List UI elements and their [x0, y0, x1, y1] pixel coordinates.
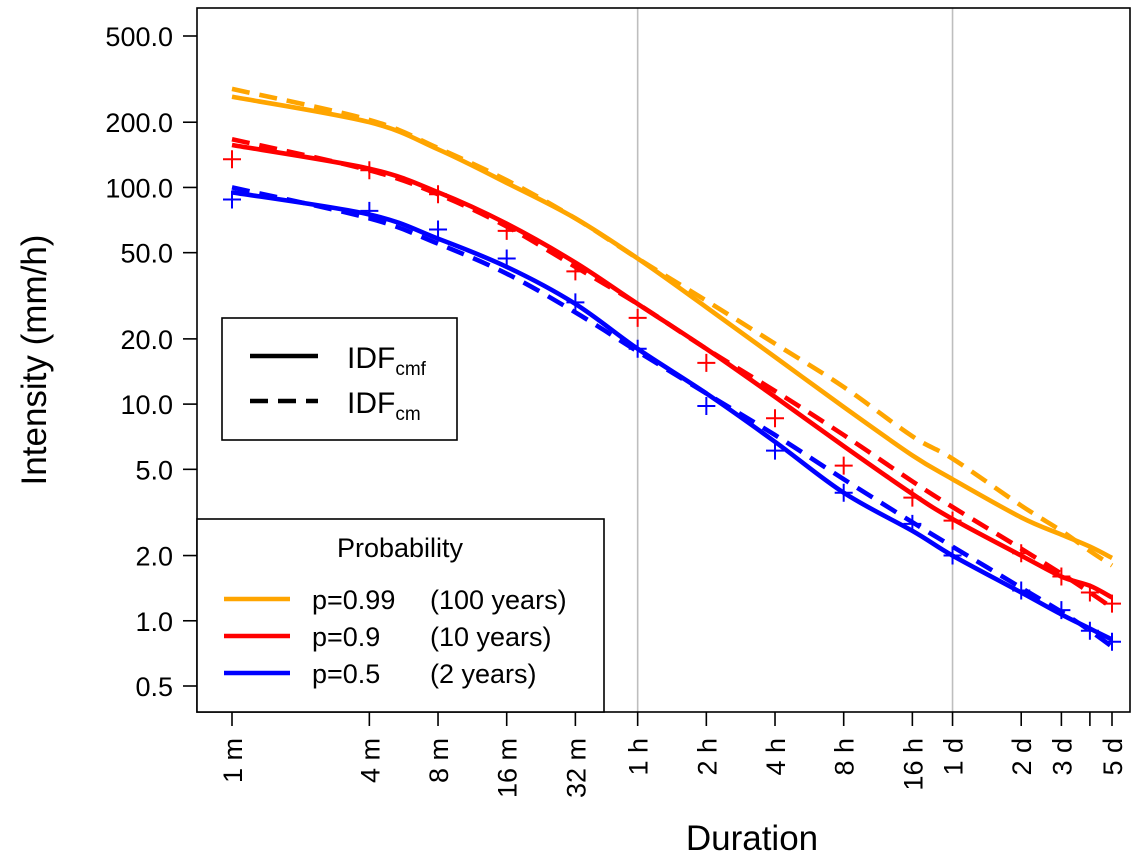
observed-point — [566, 293, 585, 312]
x-tick-label: 32 m — [561, 738, 591, 798]
observed-point — [903, 488, 922, 507]
probability-legend-p: p=0.9 — [312, 622, 380, 652]
probability-legend-years: (10 years) — [430, 622, 552, 652]
probability-legend-years: (2 years) — [430, 659, 537, 689]
y-tick-label: 0.5 — [135, 672, 173, 702]
observed-point — [697, 353, 716, 372]
series-line-p099-solid — [231, 94, 1114, 560]
observed-point — [834, 456, 853, 475]
observed-point — [943, 546, 962, 565]
x-tick-label: 8 m — [424, 738, 454, 783]
observed-point — [697, 397, 716, 416]
x-tick-label: 4 m — [355, 738, 385, 783]
x-tick-label: 5 d — [1098, 738, 1128, 776]
y-tick-label: 10.0 — [120, 390, 173, 420]
x-tick-label: 16 h — [898, 738, 928, 791]
x-tick-label: 1 m — [218, 738, 248, 783]
observed-point — [360, 161, 379, 180]
y-tick-label: 5.0 — [135, 455, 173, 485]
observed-point — [497, 249, 516, 268]
x-tick-label: 1 h — [624, 738, 654, 776]
x-tick-label: 2 d — [1007, 738, 1037, 776]
observed-point — [1012, 544, 1031, 563]
observed-point — [628, 339, 647, 358]
plot-frame — [196, 7, 1131, 713]
y-tick-label: 50.0 — [120, 239, 173, 269]
observed-point — [1052, 567, 1071, 586]
observed-point — [497, 221, 516, 240]
linetype-legend-box — [221, 317, 458, 441]
y-axis-title: Intensity (mm/h) — [15, 235, 54, 486]
observed-point — [1103, 594, 1121, 613]
probability-legend-p: p=0.99 — [312, 585, 395, 615]
x-tick-label: 4 h — [761, 738, 791, 776]
observed-point — [1052, 601, 1071, 620]
observed-point — [766, 409, 785, 428]
observed-point — [1103, 632, 1121, 651]
x-tick-label: 3 d — [1047, 738, 1077, 776]
x-axis: 1 m 4 m 8 m 16 m 32 m 1 h 2 h 4 h 8 h 16 h 1 d 2 d 3… — [218, 712, 1128, 798]
probability-legend-title: Probability — [337, 533, 464, 563]
series-line-p09-solid — [231, 142, 1114, 600]
observed-point — [566, 262, 585, 281]
observed-point — [628, 308, 647, 327]
y-tick-label: 100.0 — [105, 173, 173, 203]
observed-point — [360, 201, 379, 220]
observed-point — [429, 185, 448, 204]
y-axis: 0.5 1.0 2.0 5.0 10.0 20.0 50.0 100.0 200.0 500.0 — [105, 22, 197, 702]
legend-label-cmf: IDFcmf — [347, 342, 427, 380]
observed-point — [834, 483, 853, 502]
observed-point — [223, 190, 241, 209]
y-tick-label: 1.0 — [135, 607, 173, 637]
series-line-p05-solid — [231, 190, 1114, 642]
x-tick-label: 2 h — [692, 738, 722, 776]
linetype-legend: IDFcmf IDFcm — [221, 317, 458, 441]
series-line-p099-dashed — [231, 86, 1114, 568]
observed-point — [1012, 581, 1031, 600]
x-tick-label: 8 h — [830, 738, 860, 776]
observed-point — [766, 441, 785, 460]
observed-point — [223, 150, 241, 169]
observed-point — [429, 220, 448, 239]
y-tick-label: 20.0 — [120, 325, 173, 355]
y-tick-label: 2.0 — [135, 542, 173, 572]
observed-points — [223, 150, 1121, 651]
observed-point — [943, 511, 962, 530]
x-axis-title: Duration — [686, 819, 818, 858]
observed-point — [1080, 583, 1099, 602]
y-tick-label: 200.0 — [105, 108, 173, 138]
probability-legend-p: p=0.5 — [312, 659, 380, 689]
observed-point — [1080, 621, 1099, 640]
vertical-gridlines — [636, 8, 954, 712]
x-tick-label: 1 d — [939, 738, 969, 776]
probability-legend-years: (100 years) — [430, 585, 567, 615]
observed-point — [903, 514, 922, 533]
series-line-p05-dashed — [231, 185, 1114, 649]
probability-legend: Probability p=0.99 (100 years) p=0.9 (10 yea… — [196, 518, 605, 713]
probability-legend-box — [196, 518, 605, 713]
legend-label-cm: IDFcm — [347, 387, 421, 425]
x-tick-label: 16 m — [493, 738, 523, 798]
y-tick-label: 500.0 — [105, 22, 173, 52]
